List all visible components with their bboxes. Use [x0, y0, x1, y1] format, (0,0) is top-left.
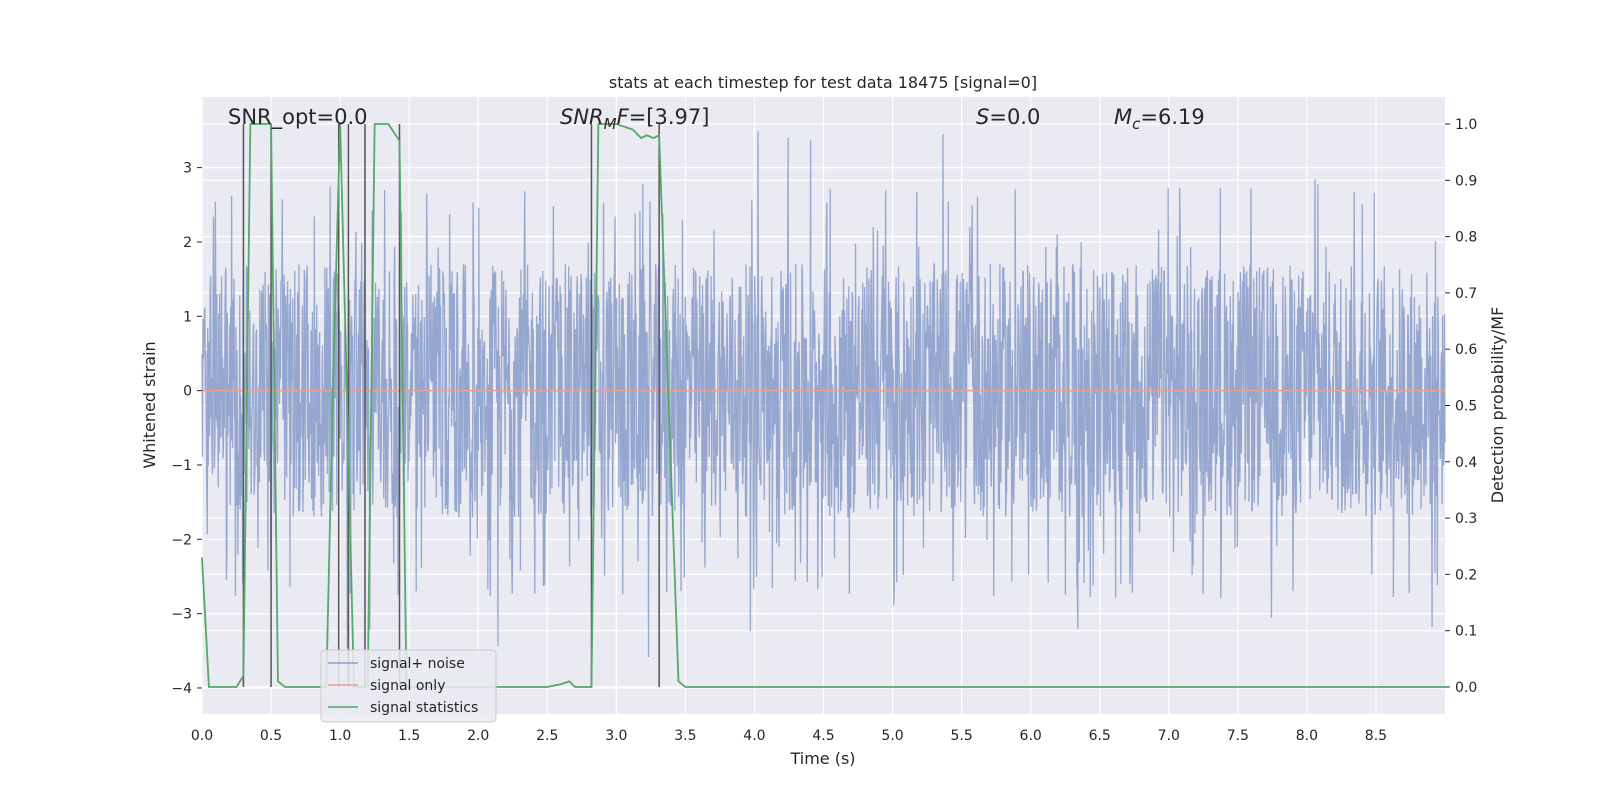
- y2-tick-label: 0.3: [1455, 511, 1477, 527]
- x-tick-label: 5.5: [950, 728, 972, 744]
- x-tick-label: 6.0: [1020, 728, 1042, 744]
- mc-sub: c: [1132, 115, 1141, 133]
- y2-tick-label: 0.8: [1455, 230, 1477, 246]
- signal-statistics-series: [201, 123, 1445, 688]
- snr-mf-base: SNR: [560, 105, 604, 129]
- x-tick-label: 6.5: [1089, 728, 1111, 744]
- y2-tick-label: 0.6: [1455, 342, 1477, 358]
- y-axis-label: Whitened strain: [140, 341, 159, 468]
- y2-tick-label: 1.0: [1455, 117, 1477, 133]
- x-tick-label: 3.5: [674, 728, 696, 744]
- y2-tick-label: 0.4: [1455, 455, 1477, 471]
- x-axis-label: Time (s): [789, 749, 855, 768]
- mc-value: =6.19: [1140, 105, 1204, 129]
- legend-label-stats: signal statistics: [370, 700, 478, 716]
- y2-ticks: 1.0 0.9 0.8 0.7 0.6 0.5 0.4 0.3 0.2 0.1 0.0: [1445, 117, 1477, 696]
- annotation-mc: Mc=6.19: [1114, 105, 1205, 133]
- x-tick-label: 0.5: [260, 728, 282, 744]
- noise-line: [201, 131, 1446, 657]
- x-tick-label: 7.5: [1227, 728, 1249, 744]
- y2-tick-label: 0.5: [1455, 399, 1477, 415]
- y-tick-label: −3: [171, 607, 192, 623]
- y-tick-label: 1: [183, 309, 192, 325]
- snr-mf-sub: M: [604, 115, 617, 133]
- y2-tick-label: 0.0: [1455, 680, 1477, 696]
- signal-statistics-line: [201, 123, 1445, 688]
- y-tick-label: −1: [171, 458, 192, 474]
- legend-box: [320, 649, 497, 723]
- y2-tick-label: 0.9: [1455, 173, 1477, 189]
- detection-markers: [242, 124, 660, 687]
- x-tick-label: 8.5: [1365, 728, 1387, 744]
- x-tick-label: 4.0: [743, 728, 765, 744]
- annotation-s: S=0.0: [976, 105, 1040, 129]
- x-tick-label: 3.0: [605, 728, 627, 744]
- x-tick-label: 1.0: [329, 728, 351, 744]
- mc-symbol: M: [1114, 105, 1132, 129]
- annotation-snr-mf: SNRMF=[3.97]: [560, 105, 709, 133]
- chart-title: stats at each timestep for test data 184…: [609, 73, 1037, 92]
- y2-tick-label: 0.1: [1455, 624, 1477, 640]
- x-tick-label: 7.0: [1158, 728, 1180, 744]
- x-tick-label: 2.5: [536, 728, 558, 744]
- y-tick-label: 0: [183, 384, 192, 400]
- y2-tick-label: 0.2: [1455, 567, 1477, 583]
- x-tick-label: 2.0: [467, 728, 489, 744]
- y2-axis-label: Detection probability/MF: [1488, 307, 1507, 504]
- y-tick-label: 2: [183, 235, 192, 251]
- x-tick-label: 8.0: [1296, 728, 1318, 744]
- annotation-snr-opt: SNR_opt=0.0: [228, 105, 368, 130]
- snr-mf-value: =[3.97]: [629, 105, 710, 129]
- signal-noise-series: [201, 131, 1446, 657]
- s-symbol: S: [976, 105, 989, 129]
- snr-mf-rest-italic: F: [617, 105, 630, 129]
- y-tick-label: 3: [183, 161, 192, 177]
- y-tick-label: −2: [171, 532, 192, 548]
- x-tick-label: 0.0: [191, 728, 213, 744]
- x-tick-label: 1.5: [398, 728, 420, 744]
- y2-tick-label: 0.7: [1455, 286, 1477, 302]
- x-tick-label: 4.5: [812, 728, 834, 744]
- y-tick-label: −4: [171, 681, 192, 697]
- x-tick-label: 5.0: [881, 728, 903, 744]
- legend-label-noise: signal+ noise: [370, 656, 465, 672]
- x-ticks: 0.0 0.5 1.0 1.5 2.0 2.5 3.0 3.5 4.0 4.5 5.0 5.5 6.0 6…: [191, 728, 1387, 744]
- legend-label-signal: signal only: [370, 678, 445, 694]
- s-value: =0.0: [989, 105, 1040, 129]
- y-ticks: 3 2 1 0 −1 −2 −3 −4: [171, 161, 202, 697]
- legend: signal+ noise signal only signal statist…: [320, 649, 497, 723]
